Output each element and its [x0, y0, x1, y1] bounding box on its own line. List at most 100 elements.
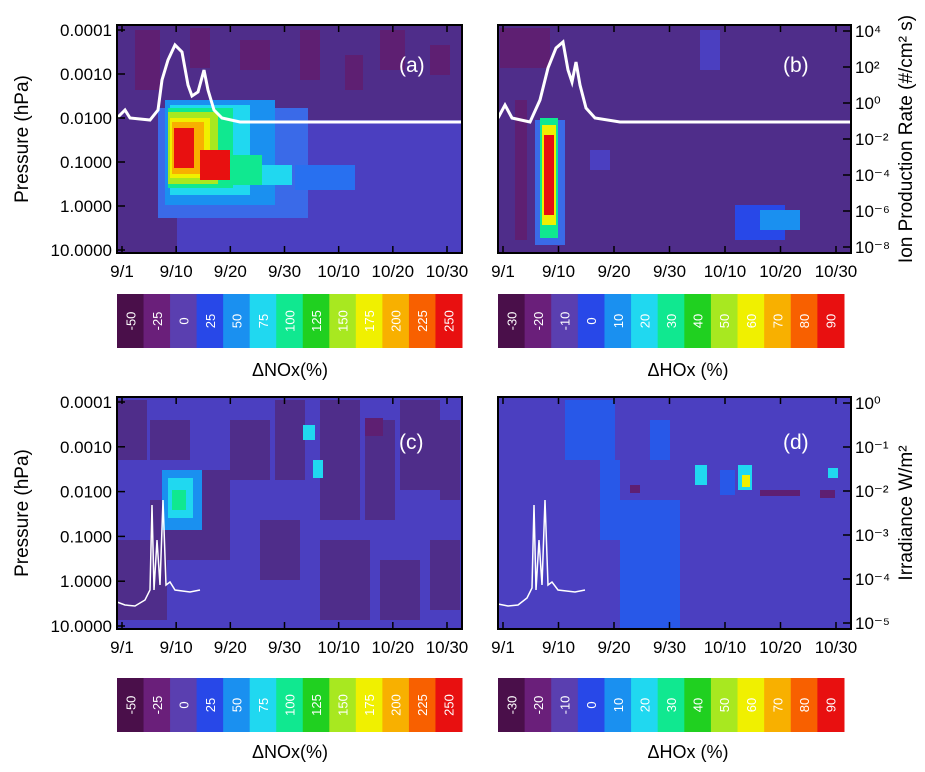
panel-label: (c) — [399, 431, 424, 454]
x-tick-label: 9/10 — [542, 262, 575, 281]
panel-label: (d) — [783, 431, 809, 454]
x-tick-label: 9/20 — [597, 638, 630, 657]
right-tick-label: 10⁻⁸ — [855, 238, 890, 257]
colorbar-level-label: 80 — [797, 698, 812, 712]
field-cell — [700, 30, 720, 70]
field-cell — [630, 485, 640, 493]
colorbar-level-label: 80 — [797, 314, 812, 328]
colorbar-level-label: 25 — [203, 314, 218, 328]
colorbar-swatch — [737, 294, 765, 348]
colorbar-swatch — [764, 678, 792, 732]
colorbar-level-label: 40 — [691, 314, 706, 328]
colorbar-swatch — [737, 678, 765, 732]
right-tick-label: 10⁻⁶ — [855, 202, 890, 221]
field-cell — [500, 28, 550, 68]
field-cell — [365, 420, 395, 520]
colorbar-level-label: 10 — [611, 698, 626, 712]
x-tick-label: 10/30 — [426, 262, 469, 281]
field-cell — [190, 28, 210, 68]
panel-label: (a) — [399, 54, 425, 77]
colorbar-swatch — [604, 294, 632, 348]
colorbar-swatch — [684, 678, 712, 732]
x-tick-label: 10/20 — [759, 638, 802, 657]
x-tick-label: 9/30 — [268, 262, 301, 281]
colorbar-level-label: 225 — [415, 310, 430, 332]
colorbar-level-label: 50 — [229, 314, 244, 328]
right-tick-label: 10⁰ — [855, 94, 881, 113]
y-tick-label: 0.1000 — [60, 153, 112, 172]
colorbar-swatch — [498, 294, 526, 348]
colorbar-swatch — [524, 678, 552, 732]
colorbar-swatch — [196, 678, 224, 732]
colorbar-swatch — [817, 294, 845, 348]
x-tick-label: 9/10 — [542, 638, 575, 657]
colorbar-swatch — [817, 678, 845, 732]
field-cell — [380, 30, 405, 70]
colorbar-level-label: 90 — [824, 698, 839, 712]
colorbar-level-label: 250 — [442, 310, 457, 332]
right-tick-label: 10⁰ — [855, 394, 881, 413]
field-cell — [600, 460, 620, 540]
colorbar-level-label: 20 — [637, 698, 652, 712]
x-tick-label: 9/1 — [110, 262, 134, 281]
x-tick-label: 10/20 — [759, 262, 802, 281]
field-cell — [345, 55, 363, 90]
x-tick-label: 10/10 — [704, 638, 747, 657]
right-tick-label: 10⁻³ — [855, 526, 889, 545]
x-tick-label: 10/10 — [317, 638, 360, 657]
field-cell — [320, 400, 360, 520]
y-tick-label: 0.0010 — [60, 65, 112, 84]
ion-rate-line — [115, 42, 462, 124]
colorbar-swatch — [577, 294, 605, 348]
x-tick-label: 10/20 — [372, 262, 415, 281]
field-cell — [365, 418, 383, 436]
x-tick-label: 10/10 — [317, 262, 360, 281]
colorbar-level-label: -20 — [531, 696, 546, 715]
colorbar-swatch — [551, 678, 579, 732]
colorbar-swatch — [631, 678, 659, 732]
panel-a-field — [115, 25, 462, 253]
field-cell — [620, 500, 680, 629]
colorbar-level-label: 10 — [611, 314, 626, 328]
colorbar-level-label: 30 — [664, 698, 679, 712]
field-cell — [117, 540, 167, 620]
colorbar-level-label: 0 — [176, 701, 191, 708]
colorbar-level-label: -30 — [504, 312, 519, 331]
field-cell — [828, 468, 838, 478]
field-cell — [720, 470, 735, 495]
colorbar-swatch — [249, 678, 277, 732]
colorbar-swatch — [498, 678, 526, 732]
y-tick-label: 0.0010 — [60, 438, 112, 457]
field-cell — [565, 400, 615, 460]
y-tick-label: 1.0000 — [60, 572, 112, 591]
field-cell — [440, 420, 460, 500]
field-cell — [295, 165, 355, 190]
right-axis-title: Ion Production Rate (#/cm² s) — [896, 15, 917, 263]
colorbar-level-label: 175 — [362, 694, 377, 716]
ion-rate-line — [496, 39, 851, 124]
y-tick-label: 0.0100 — [60, 483, 112, 502]
x-tick-label: 9/1 — [110, 638, 134, 657]
field-cell — [200, 470, 230, 560]
colorbar-level-label: 0 — [584, 317, 599, 324]
colorbar-level-label: 50 — [717, 698, 732, 712]
colorbar-title: ΔNOx(%) — [252, 360, 328, 380]
x-tick-label: 10/30 — [426, 638, 469, 657]
right-tick-label: 10⁻⁴ — [855, 166, 890, 185]
right-axis-title: Irradiance W/m² — [896, 445, 917, 580]
colorbar-level-label: 75 — [256, 698, 271, 712]
field-cell — [300, 30, 320, 80]
y-tick-label: 0.0001 — [60, 21, 112, 40]
colorbar-level-label: 60 — [744, 314, 759, 328]
colorbar-level-label: 100 — [283, 694, 298, 716]
colorbar-swatch — [764, 294, 792, 348]
right-tick-label: 10⁻¹ — [855, 438, 889, 457]
field-cell — [313, 460, 323, 478]
plot-frame — [497, 396, 852, 630]
colorbar-title: ΔHOx (%) — [647, 742, 728, 762]
colorbar-swatch — [382, 678, 410, 732]
colorbar-title: ΔHOx (%) — [647, 360, 728, 380]
irradiance-line — [497, 499, 586, 607]
field-cell — [230, 420, 270, 480]
colorbar-level-label: -50 — [123, 696, 138, 715]
